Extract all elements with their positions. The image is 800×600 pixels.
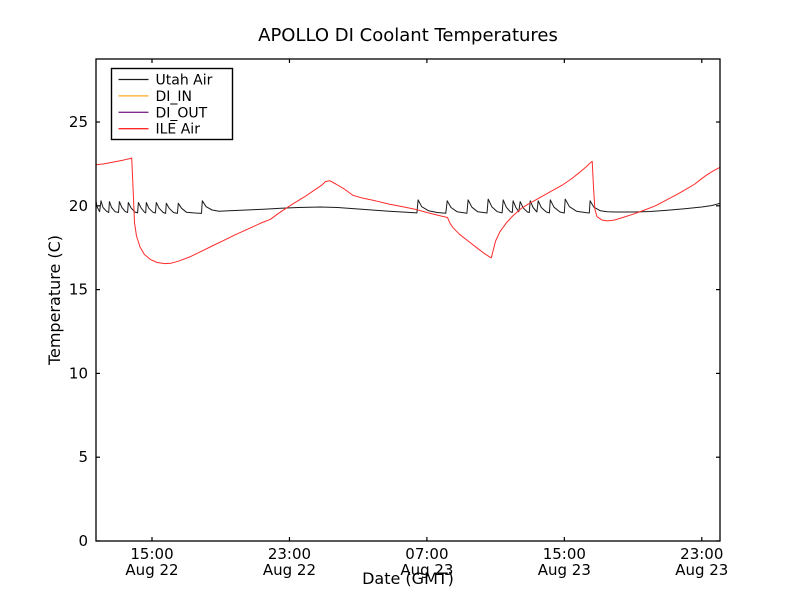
series-layer (95, 157, 721, 265)
y-tick-label: 5 (78, 448, 88, 466)
x-tick-date-label: Aug 23 (400, 561, 453, 579)
x-tick-date-label: Aug 23 (675, 561, 728, 579)
legend-entry: DI_IN (118, 89, 193, 105)
chart-title: APOLLO DI Coolant Temperatures (258, 25, 558, 46)
legend-entry: ILE Air (118, 122, 201, 138)
y-tick-label: 10 (69, 364, 88, 382)
legend-entry: DI_OUT (118, 105, 208, 121)
legend-box (110, 67, 234, 141)
legend-entry: Utah Air (118, 73, 213, 89)
legend-label: Utah Air (156, 73, 213, 89)
y-tick-label: 25 (69, 113, 88, 131)
legend-label: DI_IN (156, 89, 193, 105)
x-axis-label: Date (GMT) (362, 569, 454, 588)
x-tick-time-label: 23:00 (680, 545, 723, 563)
y-tick-label: 20 (69, 197, 88, 215)
x-tick-time-label: 07:00 (405, 545, 448, 563)
x-tick-time-label: 23:00 (268, 545, 311, 563)
series-line-utah-air (95, 198, 721, 214)
series-line-ile-air (95, 157, 721, 265)
plot-frame (95, 58, 721, 542)
x-tick-date-label: Aug 22 (125, 561, 178, 579)
x-tick-time-label: 15:00 (130, 545, 173, 563)
y-axis-label: Temperature (C) (45, 235, 64, 366)
x-tick-date-label: Aug 22 (263, 561, 316, 579)
x-tick-time-label: 15:00 (543, 545, 586, 563)
x-tick-date-label: Aug 23 (538, 561, 591, 579)
legend-label: DI_OUT (156, 105, 208, 121)
legend-label: ILE Air (156, 122, 201, 138)
y-tick-label: 0 (78, 532, 88, 550)
y-tick-label: 15 (69, 281, 88, 299)
